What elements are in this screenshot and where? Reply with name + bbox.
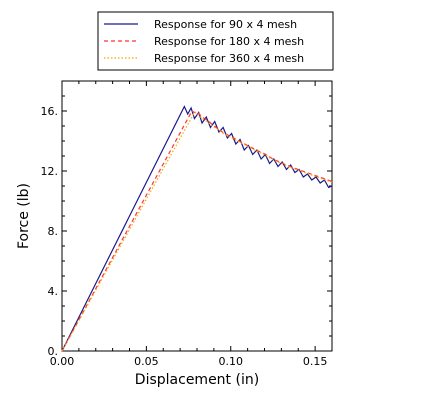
legend-box [97,11,334,71]
legend-label: Response for 90 x 4 mesh [154,18,297,31]
x-tick-label: 0.00 [50,355,75,368]
y-tick-label: 0. [48,345,59,358]
y-tick-label: 4. [48,285,59,298]
series-layer [61,105,333,352]
y-axis-title: Force (lb) [16,183,32,249]
plot-area-frame [61,80,333,352]
legend-label: Response for 180 x 4 mesh [154,35,304,48]
series-line-2 [61,110,333,352]
y-axis-ticks: 0. 4. 8. 12. 16. [41,95,332,358]
legend-label: Response for 360 x 4 mesh [154,52,304,65]
y-tick-label: 12. [41,165,59,178]
series-line-3 [61,111,333,352]
x-tick-label: 0.10 [219,355,244,368]
x-axis-ticks: 0.00 0.05 0.10 0.15 [50,81,328,368]
series-line-1 [61,105,333,352]
x-axis-title: Displacement (in) [135,372,259,388]
x-tick-label: 0.05 [134,355,159,368]
legend: Response for 90 x 4 mesh Response for 180… [97,11,334,71]
y-tick-label: 8. [48,225,59,238]
x-tick-label: 0.15 [303,355,328,368]
y-tick-label: 16. [41,105,59,118]
